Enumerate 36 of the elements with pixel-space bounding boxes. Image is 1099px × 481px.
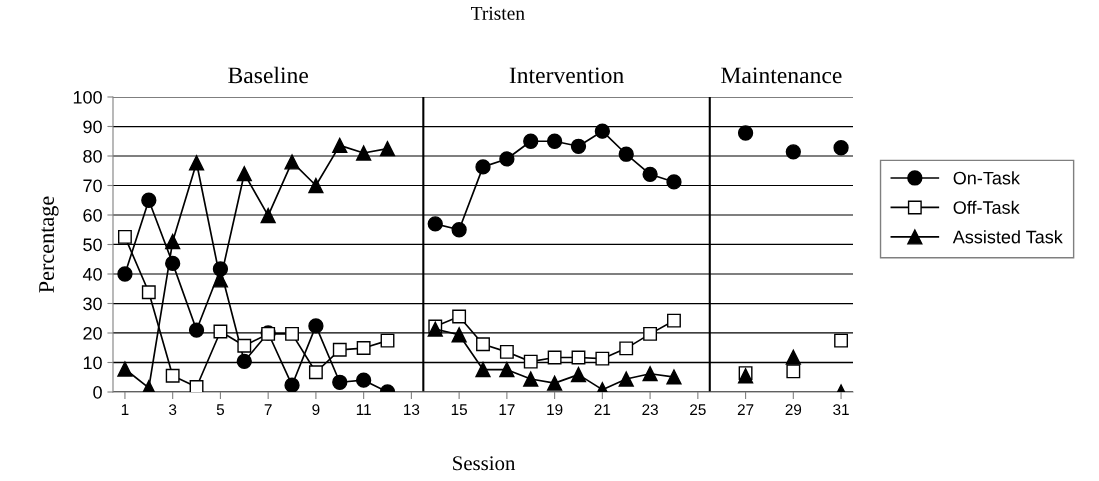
- x-tick-label: 31: [833, 404, 849, 416]
- x-tick-label: 25: [690, 404, 706, 416]
- y-tick-label: 90: [83, 120, 102, 134]
- x-tick-label: 15: [451, 404, 467, 416]
- x-tick-label: 19: [547, 404, 563, 416]
- legend-label: On-Task: [953, 171, 1020, 185]
- y-tick-label: 50: [83, 238, 102, 252]
- x-tick-label: 29: [785, 404, 802, 416]
- x-tick-label: 21: [594, 404, 611, 415]
- x-tick-label: 3: [169, 404, 177, 416]
- y-tick-label: 40: [82, 267, 102, 281]
- x-tick-label: 1: [121, 404, 129, 415]
- legend-label: Off-Task: [953, 200, 1020, 214]
- x-tick-label: 11: [356, 404, 371, 415]
- text: Baseline: [228, 66, 308, 84]
- text: Intervention: [509, 67, 624, 84]
- text: Maintenance: [721, 67, 842, 84]
- x-tick-label: 27: [737, 404, 754, 415]
- y-tick-label: 100: [73, 90, 102, 104]
- y-tick-label: 80: [83, 149, 102, 163]
- x-tick-label: 17: [499, 404, 515, 415]
- y-tick-label: 70: [83, 179, 102, 193]
- y-tick-label: 30: [83, 297, 102, 311]
- x-tick-label: 9: [312, 404, 320, 416]
- y-tick-label: 20: [83, 326, 102, 340]
- y-axis-title: Percentage: [39, 196, 59, 293]
- x-tick-label: 13: [404, 404, 420, 416]
- x-tick-label: 7: [264, 404, 272, 415]
- chart-title: Tristen: [471, 6, 525, 20]
- x-axis-title: Session: [453, 456, 516, 471]
- y-tick-label: 10: [83, 356, 102, 370]
- y-tick-label: 0: [93, 385, 102, 399]
- legend-label: Assisted Task: [952, 230, 1063, 244]
- x-tick-label: 23: [642, 404, 658, 416]
- x-tick-label: 5: [216, 404, 225, 416]
- y-tick-label: 60: [83, 208, 102, 222]
